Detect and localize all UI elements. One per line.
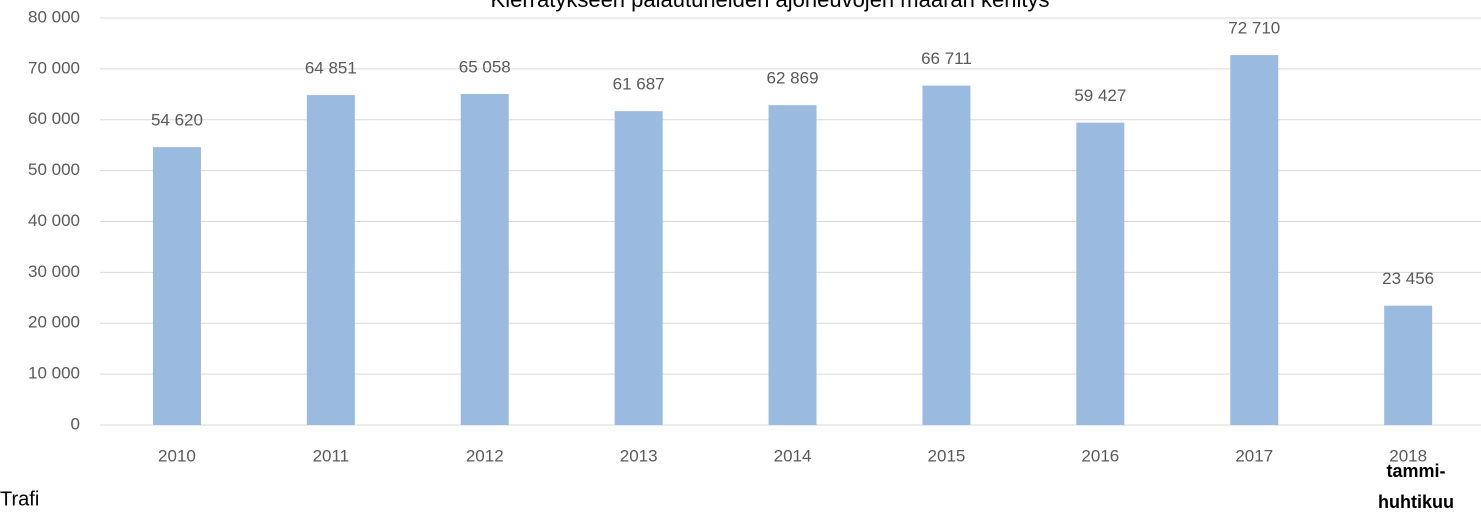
x-tick-label: 2011 [313, 446, 350, 465]
y-tick-label: 20 000 [28, 313, 80, 332]
value-label: 66 711 [921, 49, 972, 68]
y-tick-label: 0 [71, 414, 80, 433]
x-tick-label: 2012 [466, 446, 504, 465]
value-label: 59 427 [1074, 86, 1126, 105]
value-label: 72 710 [1228, 19, 1280, 38]
value-label: 65 058 [459, 58, 511, 77]
bar [1230, 55, 1279, 425]
source: Trafi [0, 488, 39, 510]
x-tick-label: 2010 [158, 446, 196, 465]
bar [614, 111, 663, 425]
annotation: huhtikuu [1378, 492, 1454, 512]
value-label: 61 687 [613, 75, 665, 94]
annotation: tammi- [1386, 461, 1445, 481]
bar [460, 94, 509, 425]
bar [152, 147, 201, 426]
bar [922, 85, 971, 425]
y-tick-label: 70 000 [28, 58, 80, 77]
bar [768, 105, 817, 425]
x-tick-label: 2013 [620, 446, 658, 465]
bar [306, 95, 355, 426]
y-tick-label: 60 000 [28, 109, 80, 128]
x-tick-label: 2014 [774, 446, 812, 465]
x-tick-label: 2018 [1389, 446, 1427, 465]
value-label: 64 851 [305, 59, 357, 78]
y-tick-label: 50 000 [28, 160, 80, 179]
y-tick-label: 10 000 [28, 364, 80, 383]
x-tick-label: 2015 [928, 446, 966, 465]
y-tick-label: 80 000 [28, 7, 80, 26]
value-label: 62 869 [767, 69, 819, 88]
bar [1076, 122, 1125, 426]
chart-title: Kierrätykseen palautuneiden ajoneuvojen … [491, 0, 1050, 12]
value-label: 54 620 [151, 111, 203, 130]
y-tick-label: 40 000 [28, 211, 80, 230]
x-tick-label: 2016 [1081, 446, 1119, 465]
x-tick-label: 2017 [1235, 446, 1273, 465]
value-label: 23 456 [1382, 269, 1434, 288]
bar [1384, 305, 1433, 425]
y-tick-label: 30 000 [28, 262, 80, 281]
